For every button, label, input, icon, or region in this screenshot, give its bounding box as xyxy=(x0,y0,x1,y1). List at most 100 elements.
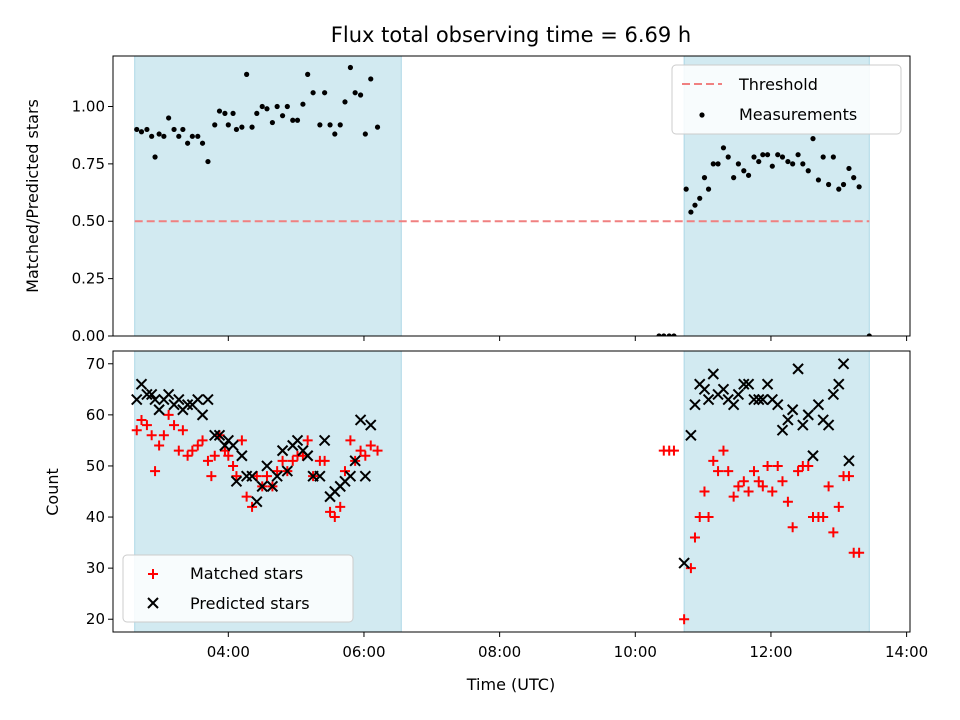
ratio-point xyxy=(195,133,201,139)
ratio-point xyxy=(279,113,286,119)
ratio-point xyxy=(710,161,716,167)
count-point xyxy=(782,496,793,507)
count-point xyxy=(345,435,356,446)
count-point xyxy=(757,481,768,492)
observing-window-1 xyxy=(134,55,402,337)
count-point xyxy=(135,378,148,390)
ratio-point xyxy=(826,181,832,188)
ratio-point xyxy=(769,163,775,169)
count-point xyxy=(365,440,376,451)
ratio-point xyxy=(284,103,290,110)
ratio-point xyxy=(815,177,822,183)
ratio-point xyxy=(225,122,231,128)
ratio-point xyxy=(274,103,280,110)
ratio-point xyxy=(310,90,316,96)
count-point xyxy=(762,460,773,471)
ratio-point xyxy=(189,133,195,139)
chart-title: Flux total observing time = 6.69 h xyxy=(331,23,691,47)
count-point xyxy=(738,378,750,390)
count-point xyxy=(689,532,700,543)
count-point xyxy=(718,445,729,456)
ratio-point xyxy=(166,115,172,121)
ratio-point xyxy=(233,126,240,133)
count-point xyxy=(685,563,696,574)
count-point xyxy=(319,455,330,466)
count-point xyxy=(803,460,814,471)
ratio-point xyxy=(185,140,191,146)
count-panel: 20 30 40 50 60 70 04:00 06:00 08:00 10:00 12:00 14:… xyxy=(86,350,928,661)
ratio-point xyxy=(800,161,806,167)
count-point xyxy=(154,440,165,451)
count-point xyxy=(302,435,313,446)
matched-legend-label: Matched stars xyxy=(190,564,303,583)
ratio-point xyxy=(264,106,270,112)
count-point xyxy=(153,404,165,416)
count-point xyxy=(733,481,744,492)
ratio-point xyxy=(790,161,796,167)
xtick-label: 08:00 xyxy=(478,643,521,661)
count-point xyxy=(772,398,784,411)
count-point xyxy=(272,466,283,477)
count-point xyxy=(136,414,147,425)
count-point xyxy=(202,393,214,406)
ratio-point xyxy=(775,152,781,158)
count-point xyxy=(236,450,248,462)
ratio-point xyxy=(840,181,847,188)
ratio-point xyxy=(697,195,703,201)
count-legend-box xyxy=(122,554,354,623)
count-point xyxy=(823,481,834,492)
count-point xyxy=(169,420,180,431)
count-point xyxy=(182,450,193,461)
count-point xyxy=(678,557,690,569)
count-point xyxy=(256,480,268,493)
ratio-point xyxy=(683,186,689,192)
ratio-point xyxy=(785,158,791,165)
count-point xyxy=(354,414,367,426)
count-point xyxy=(149,393,161,406)
ratio-point xyxy=(300,101,306,107)
ratio-point xyxy=(760,152,766,158)
count-point xyxy=(314,470,326,482)
count-point xyxy=(223,450,234,461)
count-point xyxy=(854,547,865,558)
count-point xyxy=(228,460,239,471)
count-point xyxy=(187,445,198,456)
count-point xyxy=(231,471,242,482)
count-point xyxy=(158,430,169,441)
ratio-point xyxy=(244,71,250,77)
ratio-point xyxy=(230,110,236,116)
count-point xyxy=(230,475,243,487)
xtick-label: 06:00 xyxy=(342,643,385,661)
count-point xyxy=(206,471,217,482)
count-point xyxy=(694,512,705,523)
ratio-point xyxy=(254,110,260,116)
ratio-point xyxy=(180,126,186,133)
count-point xyxy=(145,388,158,401)
count-point xyxy=(329,512,340,523)
count-point xyxy=(738,476,749,487)
count-point xyxy=(360,450,371,461)
count-point xyxy=(772,460,783,471)
ratio-point xyxy=(357,92,364,98)
count-point xyxy=(227,439,239,452)
count-point xyxy=(365,419,377,431)
ratio-point xyxy=(212,122,218,128)
ratio-frame xyxy=(112,55,911,337)
count-point xyxy=(163,409,174,420)
count-point xyxy=(717,383,730,396)
ratio-point xyxy=(239,124,245,130)
measurements-legend-label: Measurements xyxy=(739,105,857,124)
count-point xyxy=(202,455,213,466)
ratio-point xyxy=(795,152,801,158)
ratio-point xyxy=(731,175,737,181)
ratio-point xyxy=(779,154,786,160)
count-point xyxy=(685,429,697,442)
ratio-point xyxy=(666,333,672,336)
ratio-legend: Threshold Measurements xyxy=(671,64,902,135)
ratio-point xyxy=(661,333,667,336)
ratio-point xyxy=(810,136,816,142)
count-point xyxy=(727,398,740,411)
count-point xyxy=(699,486,710,497)
ratio-point xyxy=(830,154,836,160)
ratio-point xyxy=(138,129,145,135)
